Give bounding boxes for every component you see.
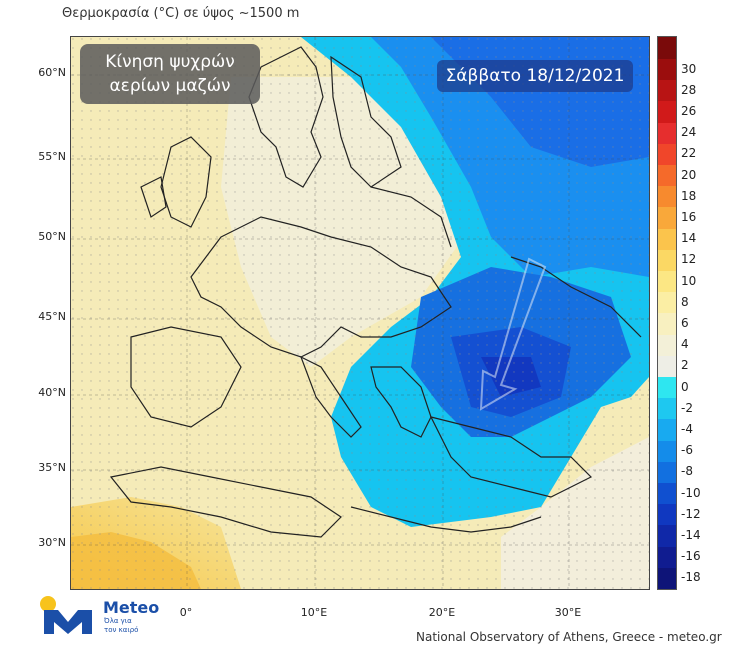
logo-brand: Meteo — [103, 598, 160, 617]
colorbar-segment — [658, 525, 676, 548]
temperature-map — [70, 36, 650, 590]
colorbar-segment — [658, 122, 676, 145]
colorbar-tick-label: 14 — [681, 231, 697, 246]
colorbar-segment — [658, 186, 676, 208]
lat-label: 60°N — [38, 66, 66, 79]
colorbar-tick-label: 30 — [681, 61, 697, 76]
lon-label: 30°E — [554, 606, 582, 619]
lon-label: 20°E — [428, 606, 456, 619]
colorbar-tick-label: 8 — [681, 294, 689, 309]
lat-label: 35°N — [38, 461, 66, 474]
colorbar-tick-label: 10 — [681, 273, 697, 288]
colorbar-segment — [658, 292, 676, 314]
colorbar-tick-label: 28 — [681, 82, 697, 97]
overlay-line-1: Κίνηση ψυχρών — [105, 52, 235, 72]
colorbar-segment — [658, 313, 676, 336]
colorbar-segment — [658, 440, 676, 463]
colorbar-tick-label: 18 — [681, 188, 697, 203]
colorbar-tick-label: -2 — [681, 400, 693, 415]
map-svg — [71, 37, 649, 589]
colorbar-segment — [658, 271, 676, 293]
colorbar-tick-label: 6 — [681, 316, 689, 330]
lat-label: 55°N — [38, 150, 66, 163]
colorbar-tick-label: 0 — [681, 379, 689, 394]
colorbar-tick-label: -16 — [681, 549, 701, 564]
meteo-logo — [40, 596, 92, 634]
cold-air-arrow — [479, 257, 547, 411]
colorbar-tick-label: 22 — [681, 146, 697, 161]
colorbar-tick-label: -4 — [681, 422, 693, 436]
colorbar-segment — [658, 165, 676, 187]
colorbar-segment — [658, 37, 676, 59]
colorbar-segment — [658, 567, 676, 590]
colorbar-tick-label: -6 — [681, 443, 693, 458]
lat-label: 45°N — [38, 310, 66, 323]
colorbar-tick-label: 26 — [681, 104, 697, 118]
lat-label: 50°N — [38, 230, 66, 243]
colorbar-tick-label: -10 — [681, 485, 701, 500]
colorbar-segment — [658, 143, 676, 166]
map-title: Θερμοκρασία (°C) σε ύψος ~1500 m — [62, 6, 300, 21]
colorbar-segment — [658, 207, 676, 230]
lat-label: 40°N — [38, 386, 66, 399]
colorbar-tick-label: 2 — [681, 358, 689, 373]
colorbar-segment — [658, 249, 676, 272]
footer-credit: National Observatory of Athens, Greece -… — [416, 630, 722, 644]
colorbar-segment — [658, 80, 676, 102]
lat-label: 30°N — [38, 536, 66, 549]
colorbar-tick-label: 4 — [681, 337, 689, 352]
colorbar-segment — [658, 377, 676, 399]
colorbar-segment — [658, 546, 676, 569]
colorbar-tick-label: 20 — [681, 167, 697, 182]
colorbar-segment — [658, 461, 676, 484]
temperature-colorbar — [657, 36, 677, 590]
colorbar-segment — [658, 101, 676, 124]
colorbar-tick-label: -12 — [681, 506, 701, 521]
lon-label: 10°E — [300, 606, 328, 619]
logo-tagline: Όλα για τον καιρό — [104, 617, 139, 634]
date-label: Σάββατο 18/12/2021 — [437, 60, 633, 92]
colorbar-segment — [658, 334, 676, 357]
lon-label: 0° — [179, 606, 193, 619]
colorbar-tick-label: 24 — [681, 125, 697, 140]
overlay-line-2: αερίων μαζών — [109, 76, 231, 96]
colorbar-segment — [658, 228, 676, 251]
colorbar-tick-label: -14 — [681, 528, 701, 542]
colorbar-tick-label: 16 — [681, 210, 697, 224]
colorbar-segment — [658, 355, 676, 378]
colorbar-tick-label: -8 — [681, 464, 693, 479]
colorbar-segment — [658, 419, 676, 442]
colorbar-tick-label: 12 — [681, 252, 697, 267]
colorbar-tick-label: -18 — [681, 570, 701, 585]
colorbar-segment — [658, 59, 676, 81]
cold-air-overlay: Κίνηση ψυχρών αερίων μαζών — [80, 44, 260, 104]
colorbar-segment — [658, 483, 676, 505]
colorbar-segment — [658, 398, 676, 420]
colorbar-segment — [658, 504, 676, 526]
